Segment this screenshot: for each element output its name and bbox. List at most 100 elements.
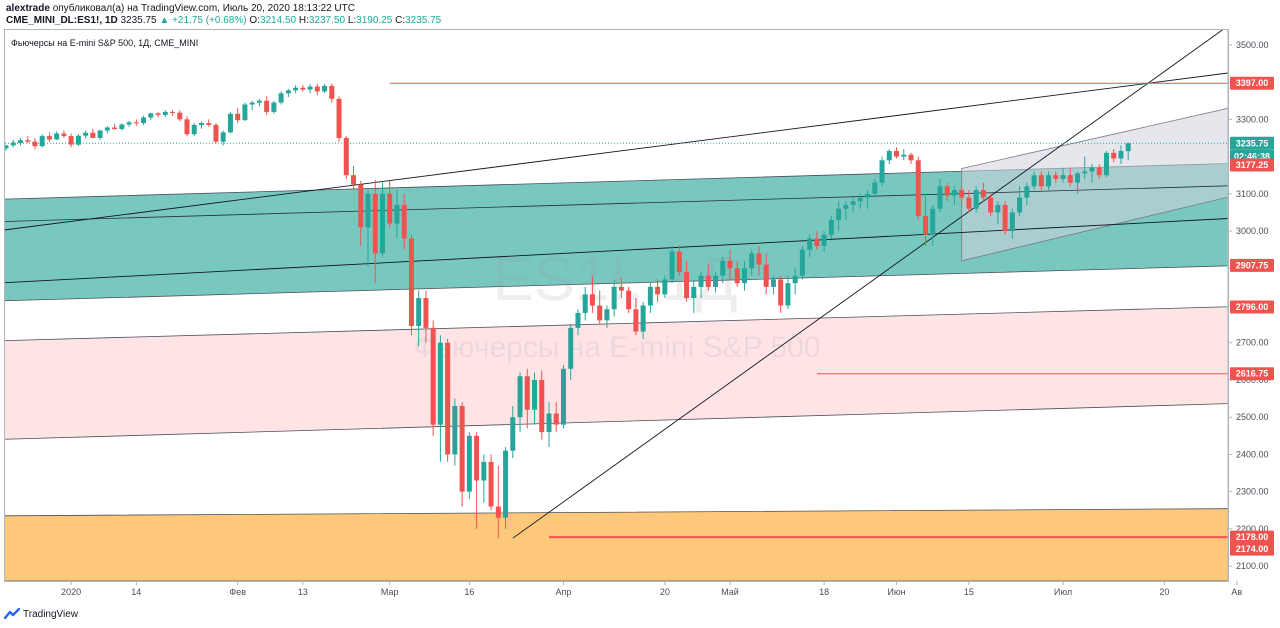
candle-body [75,135,81,145]
candle [423,290,429,343]
candle [951,186,957,205]
candle [995,201,1001,224]
candle-body [1002,204,1008,232]
candle-body [459,406,465,492]
tradingview-logo-icon[interactable] [4,606,20,622]
candle [408,234,414,336]
candle [937,178,943,213]
candle-body [727,260,733,269]
x-tick-label: Июн [887,587,905,597]
y-tick-label: 3500.00 [1236,40,1269,50]
price-label-text: 02:46:38 [1234,151,1270,161]
candle [430,320,436,436]
price-label-bg [1230,367,1274,381]
candle [879,156,885,187]
price-label: 2616.75 [1230,367,1274,381]
candle-body [1038,175,1044,187]
candle [1075,171,1081,194]
candle-body [379,193,385,254]
candle [1038,171,1044,191]
candle [828,216,834,239]
candle-body [626,290,632,310]
candle-body [1089,167,1095,172]
candle [1017,186,1023,217]
candle [162,110,168,118]
candle-body [32,141,38,147]
candle-body [46,136,52,140]
candle [133,119,139,127]
candle [626,286,632,313]
candle [220,130,226,146]
candle-body [937,186,943,209]
candle [387,180,393,228]
x-tick-label: Ав [1231,587,1242,597]
candle [495,465,501,539]
candle [589,275,595,313]
candle-body [249,102,255,105]
candle-body [886,150,892,161]
high-label: H: [298,15,309,26]
candle [604,305,610,328]
candle-body [148,113,154,118]
candle-body [951,190,957,196]
candle [503,446,509,529]
price-label-bg [1230,136,1274,150]
candle [843,201,849,220]
candle-body [54,133,60,140]
candle-body [959,190,965,198]
candle [1111,149,1117,163]
candle [1067,167,1073,187]
y-tick-label: 2500.00 [1236,412,1269,422]
candle [546,402,552,447]
candle-body [474,435,480,481]
candle-body [560,368,566,425]
candle [1060,167,1066,183]
candle [343,136,349,179]
candle [314,83,320,96]
candle [307,83,313,94]
candle [466,432,472,500]
x-tick-label: Июл [1054,587,1072,597]
candle-body [1053,175,1059,179]
candle [611,279,617,317]
footer-brand[interactable]: TradingView [23,608,79,620]
candle [770,275,776,295]
open-label: O: [249,15,260,26]
trendline-1 [5,72,1228,231]
candle-body [662,279,668,295]
candle-body [618,286,624,291]
candle [741,260,747,291]
candle-body [488,461,494,507]
candle-body [821,234,827,246]
candle [329,83,335,103]
candle [698,271,704,299]
candle [170,110,176,116]
candle [756,245,762,276]
candle [488,454,494,511]
price-label-bg [1230,300,1274,314]
candle [39,134,45,148]
candle-body [575,312,581,328]
x-tick-label: 18 [819,587,829,597]
candle-body [705,275,711,287]
x-tick-label: 20 [660,587,670,597]
close-label: C: [395,15,406,26]
candle-body [104,127,110,131]
candle-body [372,193,378,254]
candle [293,85,299,94]
candle-body [944,186,950,196]
candle [177,110,183,122]
candle-body [1082,171,1088,174]
candle [1046,171,1052,191]
candle-body [68,136,74,145]
author-name[interactable]: alextrade [6,3,50,14]
candle [799,245,805,280]
candle [539,370,545,440]
candle [148,112,154,121]
candle [1009,208,1015,239]
candle-body [973,190,979,209]
candle-body [343,137,349,176]
candle-body [713,275,719,287]
candle-body [720,260,726,276]
